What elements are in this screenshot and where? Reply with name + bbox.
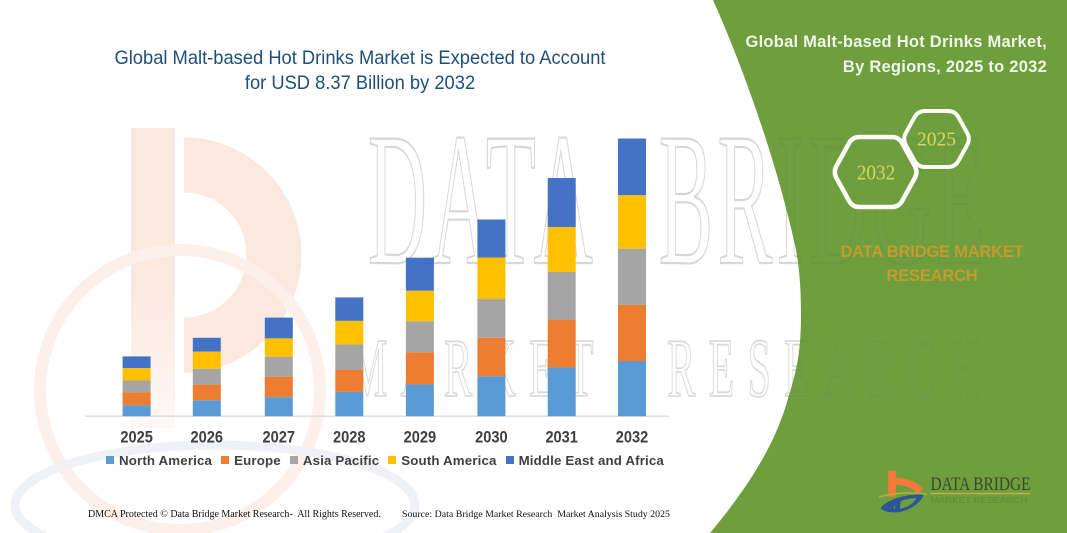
svg-text:2025: 2025 bbox=[120, 428, 153, 447]
svg-text:2031: 2031 bbox=[545, 428, 578, 447]
svg-text:2032: 2032 bbox=[857, 161, 896, 185]
svg-text:2025: 2025 bbox=[917, 129, 956, 151]
svg-text:2028: 2028 bbox=[333, 428, 366, 447]
svg-text:2030: 2030 bbox=[475, 428, 508, 447]
svg-text:MARKET RESEARCH: MARKET RESEARCH bbox=[931, 496, 1028, 505]
svg-text:2032: 2032 bbox=[616, 428, 649, 447]
svg-text:DATA BRIDGE: DATA BRIDGE bbox=[931, 474, 1031, 495]
svg-text:2029: 2029 bbox=[404, 428, 437, 447]
svg-text:2027: 2027 bbox=[263, 428, 296, 447]
svg-text:2026: 2026 bbox=[191, 428, 224, 447]
